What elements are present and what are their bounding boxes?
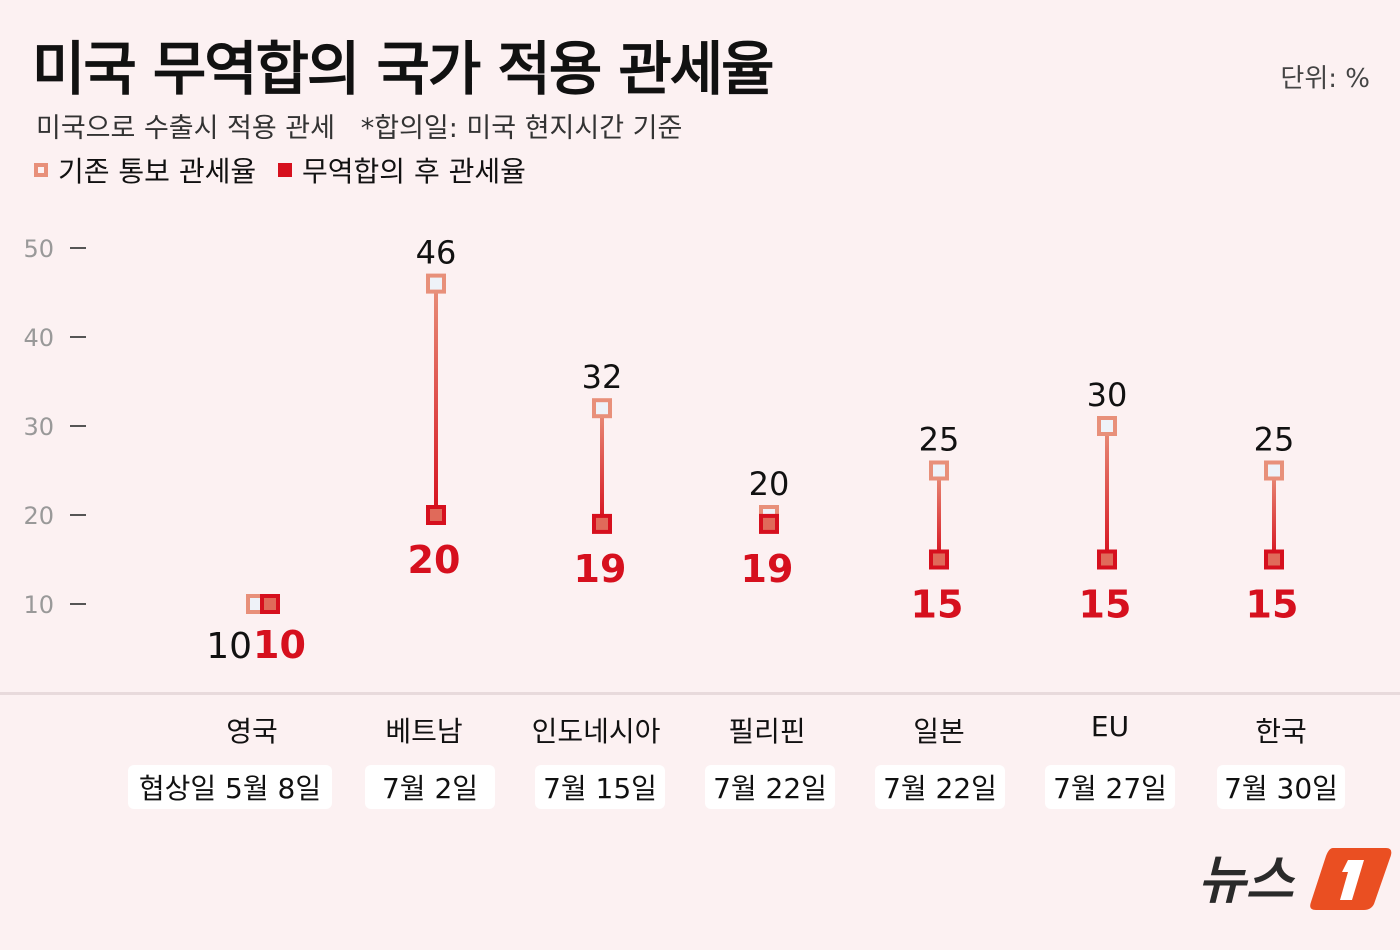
date-pill: 7월 22일 — [875, 765, 1005, 809]
date-pill: 7월 15일 — [535, 765, 665, 809]
subtitle: 미국으로 수출시 적용 관세 *합의일: 미국 현지시간 기준 — [36, 113, 683, 144]
unit-label: 단위: % — [1280, 64, 1370, 94]
after-marker — [929, 549, 949, 570]
news1-logo: 뉴스 — [1198, 842, 1393, 914]
date-pill: 7월 2일 — [365, 765, 495, 809]
legend-item-before: 기존 통보 관세율 — [34, 150, 256, 190]
after-value-label: 10 — [253, 623, 306, 667]
after-value-label: 20 — [408, 538, 461, 582]
hollow-square-icon — [34, 163, 48, 177]
before-value-label: 20 — [749, 465, 790, 503]
connector-line — [434, 283, 438, 515]
after-value-label: 19 — [574, 547, 627, 591]
x-category-label: 영국 — [226, 715, 278, 748]
before-marker — [1264, 460, 1284, 481]
before-value-label: 46 — [416, 234, 457, 272]
before-value-label: 25 — [919, 421, 960, 459]
after-marker — [426, 505, 446, 525]
legend-label: 기존 통보 관세율 — [58, 155, 257, 188]
after-marker — [759, 513, 779, 534]
legend-item-after: 무역합의 후 관세율 — [278, 150, 526, 190]
before-marker — [929, 460, 949, 481]
before-value-label: 25 — [1254, 421, 1295, 459]
connector-line — [600, 408, 604, 524]
before-marker — [426, 273, 446, 294]
x-category-label: 한국 — [1255, 715, 1307, 748]
after-value-label: 15 — [1246, 583, 1299, 627]
after-marker — [1097, 549, 1117, 570]
connector-line — [1272, 470, 1276, 560]
connector-line — [937, 470, 941, 560]
after-value-label: 19 — [741, 547, 794, 591]
before-value-label: 30 — [1087, 376, 1128, 414]
date-pill: 협상일 5월 8일 — [128, 765, 332, 809]
date-pill: 7월 30일 — [1217, 765, 1345, 809]
chart-title: 미국 무역합의 국가 적용 관세율 — [32, 35, 774, 103]
legend-label: 무역합의 후 관세율 — [302, 155, 526, 188]
after-value-label: 15 — [1079, 583, 1132, 627]
svg-text:뉴스: 뉴스 — [1198, 851, 1296, 911]
after-marker — [1264, 549, 1284, 570]
divider — [0, 692, 1400, 695]
x-category-label: 인도네시아 — [531, 715, 661, 748]
after-value-label: 15 — [911, 583, 964, 627]
after-marker — [260, 594, 280, 614]
x-category-label: 일본 — [913, 715, 965, 748]
x-category-label: 필리핀 — [728, 715, 806, 748]
filled-square-icon — [278, 163, 292, 177]
connector-line — [1105, 426, 1109, 560]
y-tick-label: 40 — [23, 324, 54, 352]
y-tick-label: 10 — [23, 591, 54, 619]
before-value-label: 32 — [582, 358, 623, 396]
y-tick-label: 30 — [23, 413, 54, 441]
date-pill: 7월 22일 — [705, 765, 835, 809]
before-value-label: 10 — [206, 626, 252, 667]
x-category-label: EU — [1090, 710, 1130, 743]
before-marker — [592, 398, 612, 419]
y-tick-label: 50 — [23, 235, 54, 263]
date-pill: 7월 27일 — [1045, 765, 1175, 809]
before-marker — [1097, 416, 1117, 436]
y-tick-label: 20 — [23, 502, 54, 530]
after-marker — [592, 513, 612, 534]
x-category-label: 베트남 — [385, 715, 463, 748]
